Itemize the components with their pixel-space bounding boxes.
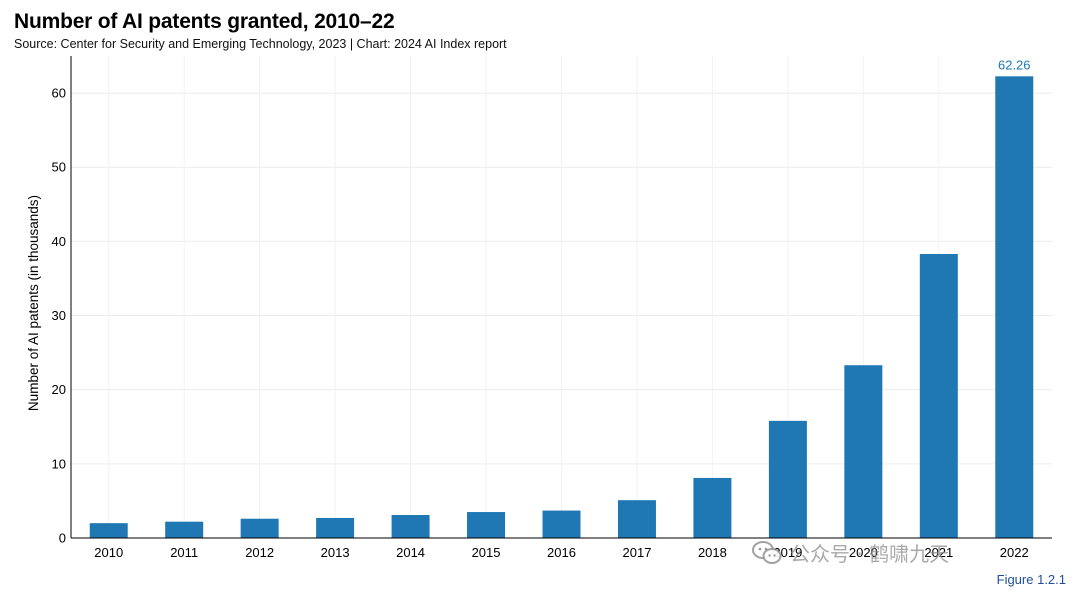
bar-2017 [617,500,656,538]
x-tick-label: 2018 [698,545,727,560]
x-tick-label: 2014 [396,545,425,560]
y-tick-label: 40 [52,234,66,249]
wechat-icon [752,540,782,566]
x-tick-label: 2016 [547,545,576,560]
bar-2020 [844,365,883,538]
x-tick-label: 2010 [94,545,123,560]
x-tick-label: 2015 [472,545,501,560]
x-tick-label: 2022 [1000,545,1029,560]
y-tick-label: 20 [52,382,66,397]
x-tick-label: 2012 [245,545,274,560]
bar-2019 [768,420,807,538]
gridlines [71,56,1052,538]
bar-2012 [240,518,279,538]
data-label-2022: 62.26 [998,57,1031,72]
bar-2015 [467,512,506,538]
bar-2018 [693,477,732,538]
x-tick-label: 2017 [623,545,652,560]
x-tick-label: 2021 [924,545,953,560]
bar-2016 [542,510,581,538]
bar-2021 [919,253,958,538]
tick-labels: 0 10 20 30 40 50 60 2010 2011 2012 2013 2014 2015 201… [52,86,1029,560]
bar-2010 [89,523,128,538]
bar-2011 [165,521,204,538]
bars [89,76,1034,539]
y-tick-label: 50 [52,160,66,175]
y-tick-label: 30 [52,308,66,323]
x-tick-label: 2011 [170,545,198,560]
watermark-text: 公众号 · 鹤啸九天 [790,542,950,566]
chart-subtitle: Source: Center for Security and Emerging… [14,37,507,51]
data-labels: 62.26 [998,57,1031,72]
bar-2022 [995,76,1034,539]
y-tick-label: 60 [52,86,66,101]
chart-title: Number of AI patents granted, 2010–22 [14,10,395,33]
axes [70,56,1052,539]
bar-2013 [316,517,355,538]
bar-2014 [391,515,430,538]
y-tick-label: 10 [52,456,66,471]
x-tick-label: 2013 [321,545,350,560]
x-tick-label: 2020 [849,545,878,560]
watermark: 公众号 · 鹤啸九天 [752,538,949,567]
y-axis-title: Number of AI patents (in thousands) [26,195,41,411]
y-tick-label: 0 [59,531,66,546]
figure-label: Figure 1.2.1 [996,572,1066,587]
